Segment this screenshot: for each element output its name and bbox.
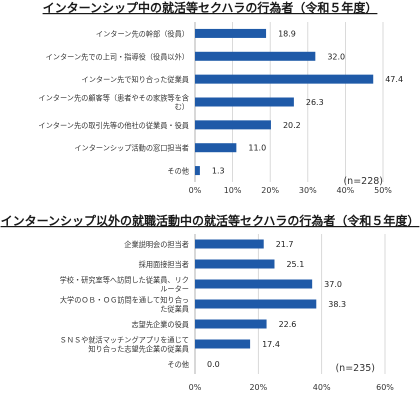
chart-2-tick-label: 0% bbox=[189, 383, 202, 392]
chart-2-value-label: 21.7 bbox=[276, 240, 294, 249]
chart-1-plot: 0% 10% 20% 30% 40% 50% 18.9 インターン先の幹部（役員） 32.0 イン… bbox=[38, 22, 403, 195]
chart-2-bar bbox=[195, 239, 264, 249]
chart-2-bar bbox=[195, 299, 317, 309]
chart-2-bar bbox=[195, 259, 275, 269]
chart-1-bar bbox=[195, 120, 271, 130]
chart-1-category-label: インターン先の幹部（役員） bbox=[96, 29, 189, 38]
chart-1-value-label: 11.0 bbox=[248, 144, 266, 153]
chart-1-value-label: 32.0 bbox=[327, 52, 345, 61]
chart-2-tick-label: 20% bbox=[249, 383, 267, 392]
chart-2-value-label: 25.1 bbox=[286, 260, 304, 269]
chart-1-value-label: 47.4 bbox=[385, 75, 403, 84]
chart-1-category-label: インターン先で知り合った従業員 bbox=[82, 75, 189, 84]
chart-2-tick-label: 40% bbox=[313, 383, 331, 392]
chart-2-title: インターンシップ以外の就職活動中の就活等セクハラの行為者（令和５年度） bbox=[1, 213, 420, 228]
chart-2-value-label: 17.4 bbox=[262, 340, 280, 349]
chart-2-bar bbox=[195, 279, 313, 289]
chart-1-category-label: その他 bbox=[167, 167, 189, 176]
chart-1-value-label: 20.2 bbox=[283, 121, 301, 130]
chart-1-value-label: 26.3 bbox=[306, 98, 324, 107]
chart-1-tick-label: 50% bbox=[374, 186, 392, 195]
chart-1-bar bbox=[195, 28, 267, 38]
chart-2-value-label: 38.3 bbox=[328, 300, 346, 309]
chart-1-category-label: インターンシップ活動の窓口担当者 bbox=[74, 144, 189, 153]
chart-2-value-label: 22.6 bbox=[279, 320, 297, 329]
chart-1-bar bbox=[195, 143, 237, 153]
chart-1-tick-label: 10% bbox=[224, 186, 242, 195]
chart-2-value-label: 37.0 bbox=[324, 280, 342, 289]
chart-2-category-label: ＳＮＳや就活マッチングアプリを通じて知り合った志望先企業の従業員 bbox=[60, 336, 189, 354]
chart-1-title: インターンシップ中の就活等セクハラの行為者（令和５年度） bbox=[43, 0, 378, 15]
chart-2-category-label: 学校・研究室等へ訪問した従業員、リクルーター bbox=[60, 276, 189, 294]
chart-2-value-label: 0.0 bbox=[207, 360, 220, 369]
chart-2-category-label: その他 bbox=[167, 360, 189, 369]
chart-2-tick-label: 60% bbox=[376, 383, 394, 392]
chart-1-bar bbox=[195, 166, 200, 176]
chart-1-category-label: インターン先の取引先等の他社の従業員・役員 bbox=[38, 121, 189, 130]
chart-1-bar bbox=[195, 97, 294, 107]
chart-2-plot: 0% 20% 40% 60% 21.7 企業説明会の担当者 25.1 採用面接担当者 37.0 学… bbox=[60, 234, 394, 392]
chart-1-category-label: インターン先の顧客等（患者やその家族等を含む） bbox=[38, 94, 189, 112]
chart-1-value-label: 1.3 bbox=[212, 167, 225, 176]
chart-1-tick-label: 20% bbox=[261, 186, 279, 195]
chart-2-bar bbox=[195, 339, 251, 349]
chart-1-bar bbox=[195, 51, 316, 61]
chart-1-tick-label: 0% bbox=[189, 186, 202, 195]
chart-1-value-label: 18.9 bbox=[278, 29, 296, 38]
chart-2-sample-size: (n=235) bbox=[335, 363, 375, 374]
chart-1-bar bbox=[195, 74, 374, 84]
chart-2-category-label: 大学のＯＢ・ＯＧ訪問を通して知り合った従業員 bbox=[60, 296, 189, 314]
chart-1-sample-size: (n=228) bbox=[343, 176, 383, 187]
chart-2-category-label: 採用面接担当者 bbox=[139, 260, 189, 269]
chart-2-category-label: 志望先企業の役員 bbox=[131, 320, 189, 329]
chart-2-category-label: 企業説明会の担当者 bbox=[124, 240, 189, 249]
chart-1-tick-label: 30% bbox=[299, 186, 317, 195]
chart-2-bar bbox=[195, 319, 267, 329]
chart-1-category-label: インターン先での上司・指導役（役員以外） bbox=[46, 52, 189, 61]
chart-1-tick-label: 40% bbox=[337, 186, 355, 195]
